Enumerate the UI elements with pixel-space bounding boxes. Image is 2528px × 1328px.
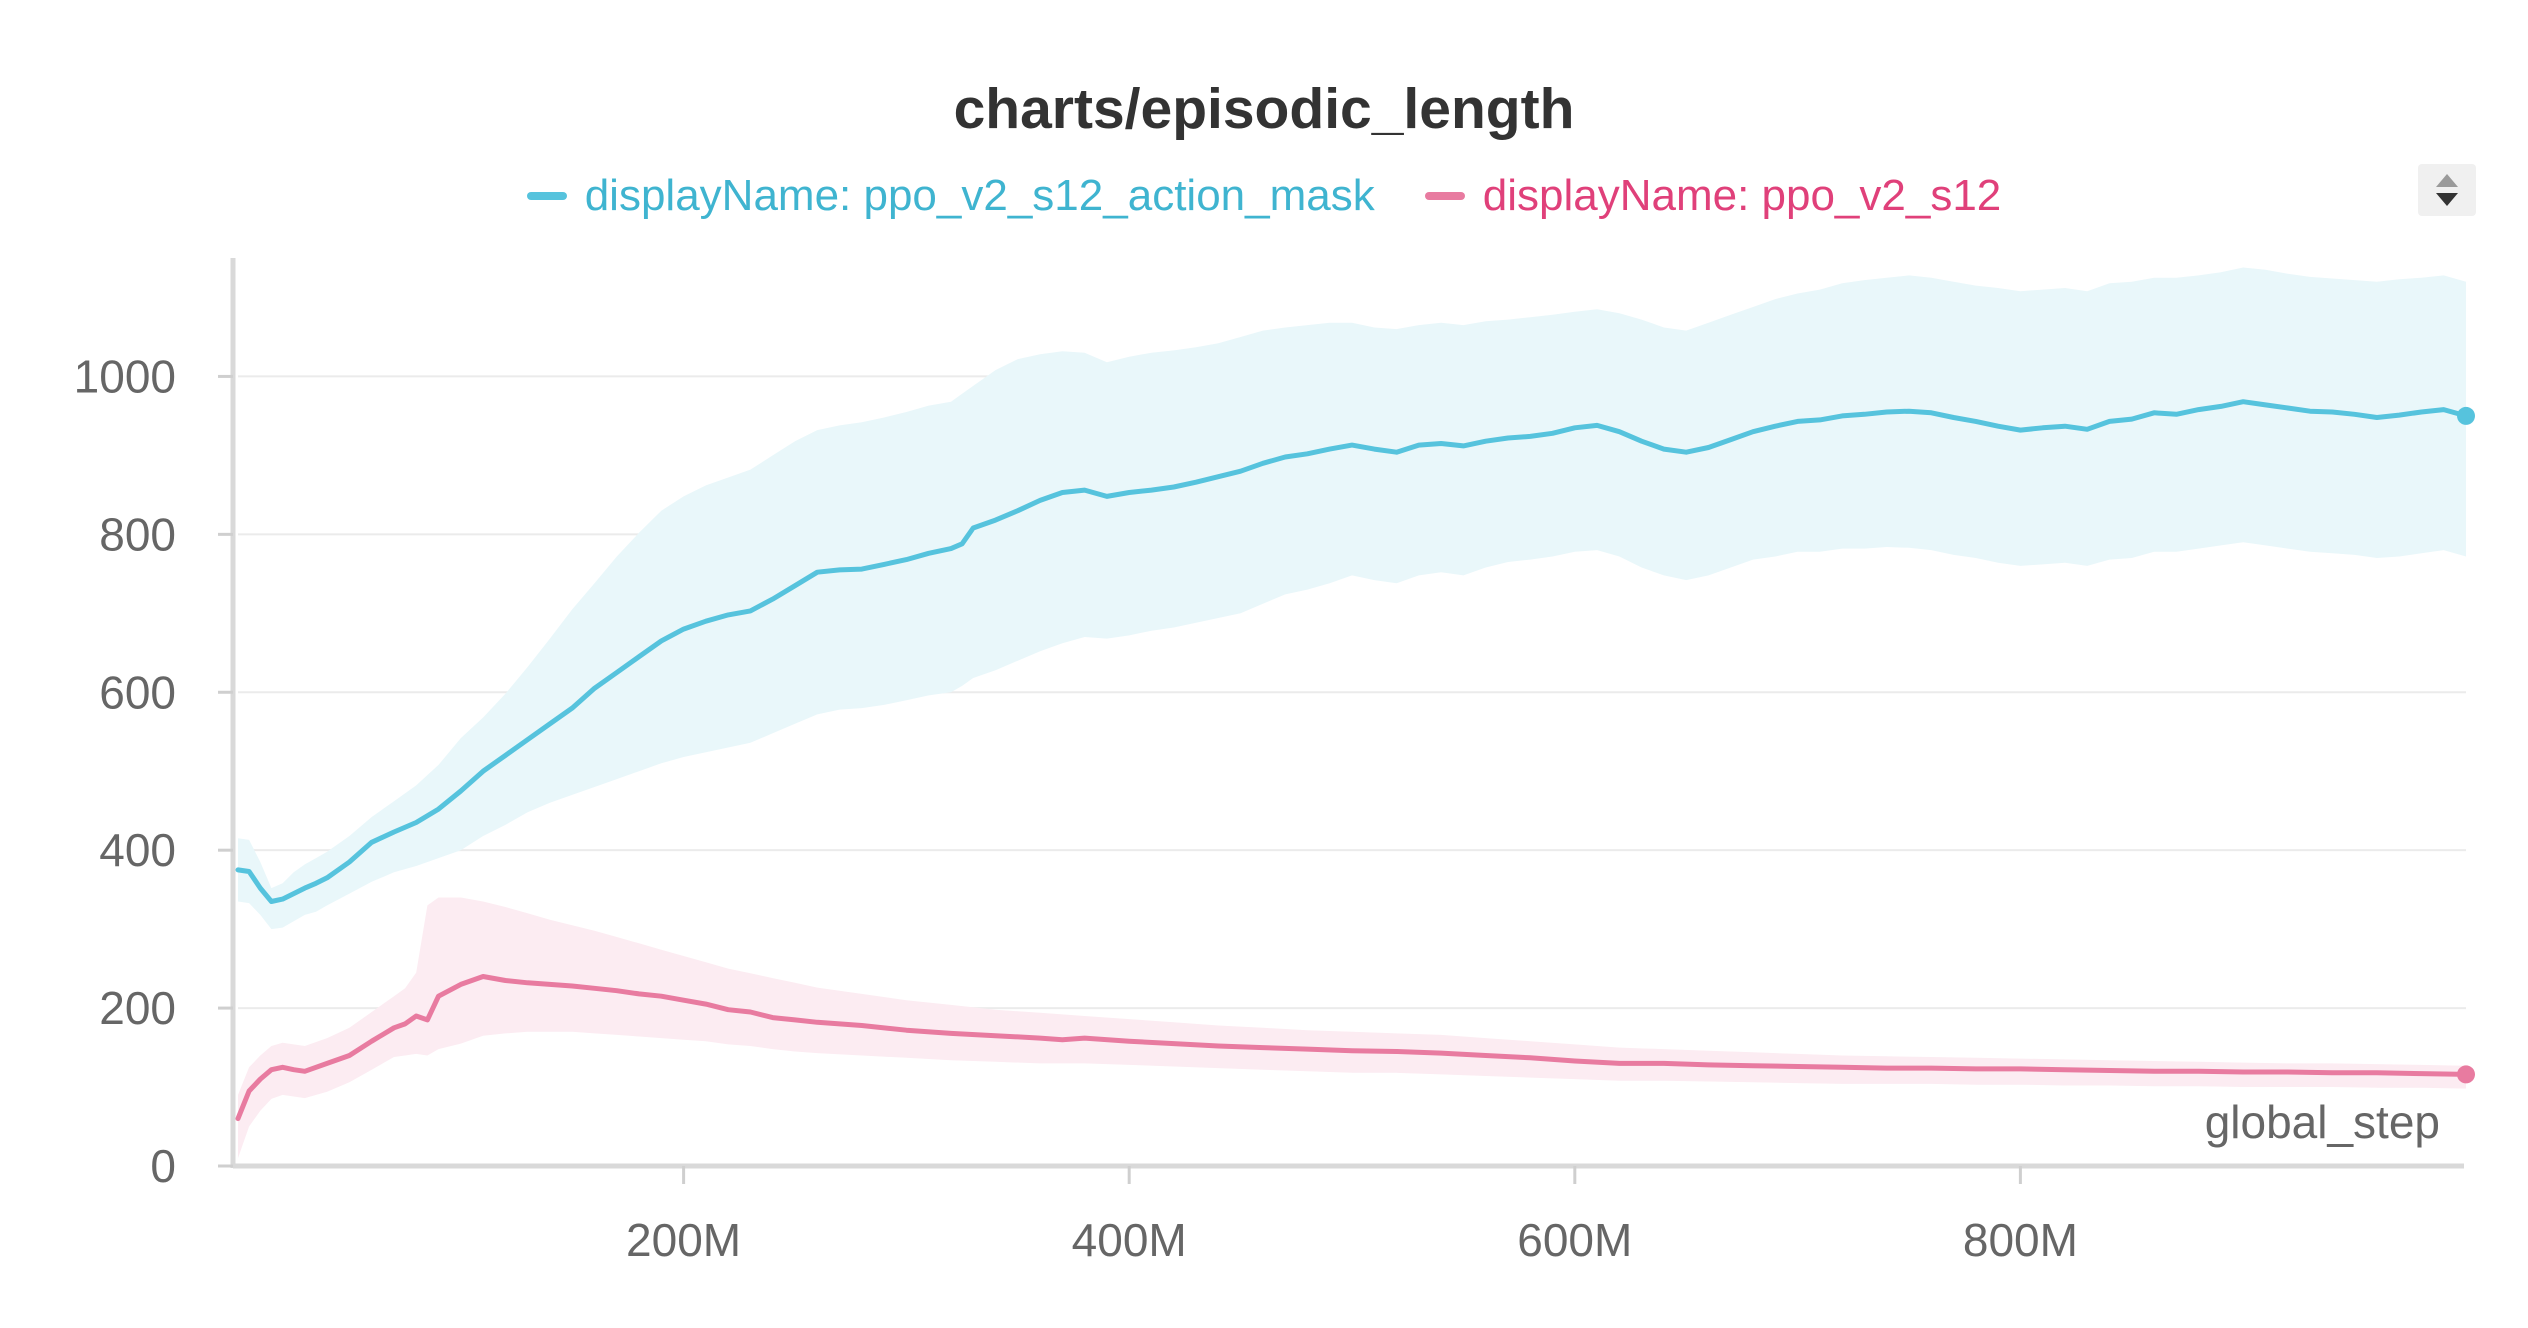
x-axis-label: global_step	[2205, 1096, 2440, 1148]
series-line-1[interactable]	[235, 974, 2469, 1122]
legend: displayName: ppo_v2_s12_action_mask disp…	[0, 166, 2528, 226]
legend-swatch-action-mask	[526, 192, 567, 200]
series-end-point-1[interactable]	[2457, 1065, 2475, 1084]
scroll-up-icon[interactable]	[2436, 174, 2458, 187]
y-tick-label: 800	[99, 508, 176, 560]
legend-label-action-mask: displayName: ppo_v2_s12_action_mask	[584, 171, 1375, 220]
chart-title: charts/episodic_length	[953, 77, 1575, 141]
legend-item-action-mask[interactable]: displayName: ppo_v2_s12_action_mask	[526, 171, 1375, 221]
axis-ticks: 0 200 400 600 800 1000 200M 400M 600M 800M	[74, 350, 2078, 1266]
legend-label-baseline: displayName: ppo_v2_s12	[1482, 171, 2002, 220]
series-line-0[interactable]	[235, 399, 2469, 904]
legend-swatch-baseline	[1424, 192, 1465, 200]
x-tick-label: 200M	[626, 1214, 741, 1266]
confidence-band-1	[238, 897, 2466, 1159]
legend-scroll-control[interactable]	[2418, 164, 2476, 216]
confidence-bands	[238, 267, 2466, 1159]
y-tick-label: 400	[99, 824, 176, 876]
series-lines	[235, 399, 2475, 1122]
y-tick-label: 1000	[74, 350, 176, 402]
y-tick-label: 0	[150, 1140, 176, 1192]
x-tick-label: 600M	[1517, 1214, 1632, 1266]
y-tick-label: 200	[99, 982, 176, 1034]
x-tick-label: 400M	[1072, 1214, 1187, 1266]
y-tick-label: 600	[99, 666, 176, 718]
x-tick-label: 800M	[1963, 1214, 2078, 1266]
scroll-down-icon[interactable]	[2436, 193, 2458, 206]
series-end-point-0[interactable]	[2457, 406, 2475, 425]
legend-item-baseline[interactable]: displayName: ppo_v2_s12	[1424, 171, 2002, 221]
confidence-band-0	[238, 267, 2466, 930]
